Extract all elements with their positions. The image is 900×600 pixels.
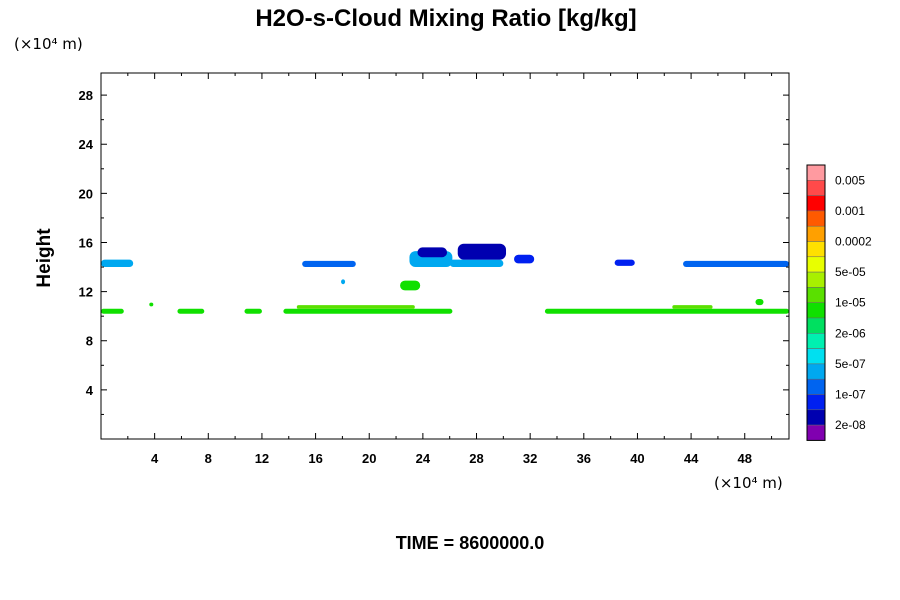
time-label: TIME = 8600000.0: [396, 533, 545, 553]
cloud-region-8: [683, 260, 789, 268]
legend-label-3: 5e-05: [835, 265, 866, 279]
cloud-region-11: [101, 308, 124, 314]
cloud-region-4: [449, 259, 504, 268]
cloud-region-19: [755, 298, 764, 306]
legend-label-8: 2e-08: [835, 418, 866, 432]
legend-swatch-17: [806, 424, 826, 441]
y-axis: 4 8 12 16 20 24 28: [79, 88, 789, 415]
cloud-region-13: [177, 308, 205, 314]
cloud-region-14: [244, 308, 262, 314]
y-axis-title: Height: [34, 228, 55, 288]
y-axis-unit: (×10⁴ m): [14, 35, 83, 53]
y-tick-label-2: 12: [79, 285, 93, 300]
color-legend: 0.005 0.001 0.0002 5e-05 1e-05 2e-06 5e-07 1e-0…: [806, 164, 872, 441]
legend-label-0: 0.005: [835, 173, 865, 187]
cloud-region-15: [283, 308, 453, 314]
y-tick-label-0: 4: [86, 383, 94, 398]
legend-swatch-8: [806, 287, 826, 303]
x-tick-label-2: 12: [255, 451, 269, 466]
legend-swatch-13: [806, 363, 826, 380]
x-tick-label-7: 32: [523, 451, 537, 466]
legend-label-6: 5e-07: [835, 357, 866, 371]
x-axis: 4 8 12 16 20 24 28 32 36 40 44 48: [127, 73, 773, 466]
cloud-region-18: [672, 305, 713, 309]
legend-swatch-12: [806, 348, 826, 365]
x-tick-label-9: 40: [630, 451, 644, 466]
y-tick-label-1: 8: [86, 334, 93, 349]
legend-swatch-9: [806, 302, 826, 319]
cloud-region-12: [149, 302, 154, 307]
cloud-region-6: [514, 254, 535, 264]
legend-swatch-5: [806, 241, 826, 258]
x-tick-label-10: 44: [684, 451, 699, 466]
x-tick-label-4: 20: [362, 451, 376, 466]
y-tick-label-3: 16: [79, 235, 93, 250]
y-tick-label-4: 20: [79, 186, 93, 201]
legend-label-1: 0.001: [835, 204, 865, 218]
legend-swatch-2: [806, 195, 826, 212]
cloud-region-10: [341, 279, 346, 285]
x-tick-label-5: 24: [416, 451, 431, 466]
cloud-region-9: [400, 280, 421, 291]
legend-label-2: 0.0002: [835, 235, 872, 249]
y-tick-label-6: 28: [79, 88, 93, 103]
legend-swatch-1: [806, 180, 826, 196]
cloud-region-1: [302, 260, 356, 268]
legend-swatch-3: [806, 210, 826, 227]
x-tick-label-11: 48: [738, 451, 752, 466]
legend-swatch-14: [806, 378, 826, 395]
x-tick-label-6: 28: [469, 451, 483, 466]
legend-swatch-0: [806, 164, 826, 181]
cloud-region-3: [417, 247, 448, 258]
legend-label-7: 1e-07: [835, 388, 866, 402]
legend-swatch-11: [806, 333, 826, 349]
x-tick-label-3: 16: [308, 451, 322, 466]
plot-frame: [100, 72, 790, 440]
cloud-region-5: [457, 243, 507, 260]
plot-area: [101, 243, 789, 314]
legend-swatch-7: [806, 271, 826, 288]
x-tick-label-1: 8: [205, 451, 212, 466]
x-tick-label-0: 4: [151, 451, 159, 466]
legend-frame: [806, 164, 826, 441]
cloud-region-7: [614, 259, 635, 266]
y-tick-label-5: 24: [79, 137, 94, 152]
legend-swatch-16: [806, 409, 826, 426]
legend-label-5: 2e-06: [835, 326, 866, 340]
x-axis-unit: (×10⁴ m): [714, 474, 783, 492]
chart-title: H2O-s-Cloud Mixing Ratio [kg/kg]: [255, 5, 636, 32]
cloud-region-16: [296, 305, 415, 309]
cloud-region-17: [544, 308, 789, 314]
x-tick-label-8: 36: [577, 451, 591, 466]
legend-label-4: 1e-05: [835, 296, 866, 310]
legend-swatch-4: [806, 225, 826, 242]
cloud-region-0: [101, 259, 134, 268]
legend-swatch-6: [806, 256, 826, 273]
legend-swatch-15: [806, 394, 826, 411]
legend-swatch-10: [806, 317, 826, 334]
